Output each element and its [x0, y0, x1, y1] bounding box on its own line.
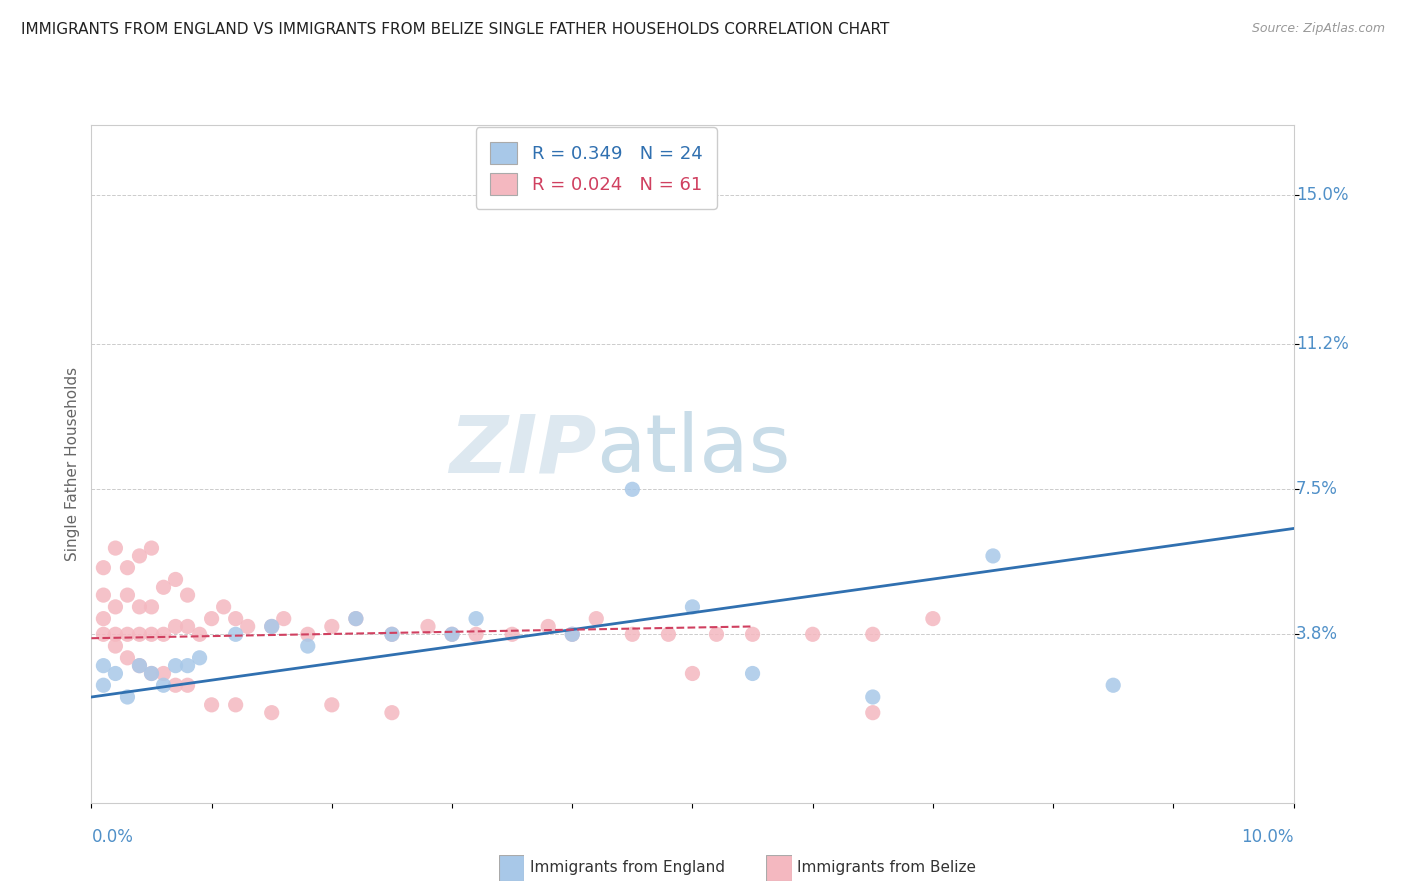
- Point: [128, 627, 150, 641]
- Point: [212, 599, 235, 614]
- Point: [152, 678, 174, 692]
- Point: [236, 619, 259, 633]
- Point: [176, 588, 198, 602]
- Text: 15.0%: 15.0%: [1296, 186, 1348, 204]
- Point: [657, 627, 679, 641]
- Y-axis label: Single Father Households: Single Father Households: [65, 367, 80, 561]
- Text: atlas: atlas: [596, 411, 790, 490]
- Point: [128, 658, 150, 673]
- Point: [104, 666, 127, 681]
- Point: [321, 698, 343, 712]
- Point: [104, 541, 127, 555]
- Point: [681, 599, 703, 614]
- Point: [706, 627, 728, 641]
- Point: [93, 560, 115, 574]
- Point: [862, 706, 884, 720]
- Text: 11.2%: 11.2%: [1296, 335, 1348, 353]
- Point: [104, 639, 127, 653]
- Point: [128, 549, 150, 563]
- Point: [225, 627, 247, 641]
- Text: Immigrants from Belize: Immigrants from Belize: [797, 861, 976, 875]
- Point: [141, 627, 163, 641]
- Point: [188, 650, 211, 665]
- Point: [741, 666, 763, 681]
- Point: [344, 612, 367, 626]
- Point: [141, 666, 163, 681]
- Point: [165, 658, 187, 673]
- Point: [440, 627, 463, 641]
- Point: [117, 560, 139, 574]
- Point: [561, 627, 583, 641]
- Text: 0.0%: 0.0%: [91, 828, 134, 846]
- Point: [117, 627, 139, 641]
- Point: [381, 627, 404, 641]
- Text: Immigrants from England: Immigrants from England: [530, 861, 725, 875]
- Legend: R = 0.349   N = 24, R = 0.024   N = 61: R = 0.349 N = 24, R = 0.024 N = 61: [475, 128, 717, 209]
- Point: [117, 588, 139, 602]
- Point: [297, 639, 319, 653]
- Point: [260, 619, 283, 633]
- Point: [165, 573, 187, 587]
- Point: [260, 619, 283, 633]
- Point: [104, 627, 127, 641]
- Point: [981, 549, 1004, 563]
- Point: [440, 627, 463, 641]
- Point: [128, 599, 150, 614]
- Point: [297, 627, 319, 641]
- Point: [93, 612, 115, 626]
- Point: [141, 541, 163, 555]
- Point: [465, 612, 488, 626]
- Point: [585, 612, 607, 626]
- Point: [621, 627, 644, 641]
- Point: [93, 627, 115, 641]
- Text: 10.0%: 10.0%: [1241, 828, 1294, 846]
- Point: [537, 619, 560, 633]
- Point: [416, 619, 439, 633]
- Point: [141, 666, 163, 681]
- Point: [381, 627, 404, 641]
- Point: [225, 698, 247, 712]
- Point: [344, 612, 367, 626]
- Point: [128, 658, 150, 673]
- Text: 7.5%: 7.5%: [1296, 480, 1337, 499]
- Point: [260, 706, 283, 720]
- Point: [117, 690, 139, 704]
- Point: [225, 612, 247, 626]
- Point: [1102, 678, 1125, 692]
- Point: [741, 627, 763, 641]
- Point: [501, 627, 523, 641]
- Point: [862, 627, 884, 641]
- Text: IMMIGRANTS FROM ENGLAND VS IMMIGRANTS FROM BELIZE SINGLE FATHER HOUSEHOLDS CORRE: IMMIGRANTS FROM ENGLAND VS IMMIGRANTS FR…: [21, 22, 890, 37]
- Point: [201, 612, 224, 626]
- Point: [165, 678, 187, 692]
- Point: [152, 580, 174, 594]
- Point: [621, 483, 644, 497]
- Point: [165, 619, 187, 633]
- Point: [922, 612, 945, 626]
- Point: [862, 690, 884, 704]
- Point: [176, 658, 198, 673]
- Point: [104, 599, 127, 614]
- Point: [201, 698, 224, 712]
- Point: [152, 627, 174, 641]
- Text: ZIP: ZIP: [449, 411, 596, 490]
- Point: [176, 678, 198, 692]
- Point: [188, 627, 211, 641]
- Point: [681, 666, 703, 681]
- Point: [273, 612, 295, 626]
- Point: [152, 666, 174, 681]
- Point: [561, 627, 583, 641]
- Point: [465, 627, 488, 641]
- Point: [117, 650, 139, 665]
- Point: [93, 678, 115, 692]
- Text: 3.8%: 3.8%: [1296, 625, 1339, 643]
- Point: [801, 627, 824, 641]
- Point: [141, 599, 163, 614]
- Point: [321, 619, 343, 633]
- Point: [381, 706, 404, 720]
- Point: [93, 588, 115, 602]
- Text: Source: ZipAtlas.com: Source: ZipAtlas.com: [1251, 22, 1385, 36]
- Point: [176, 619, 198, 633]
- Point: [93, 658, 115, 673]
